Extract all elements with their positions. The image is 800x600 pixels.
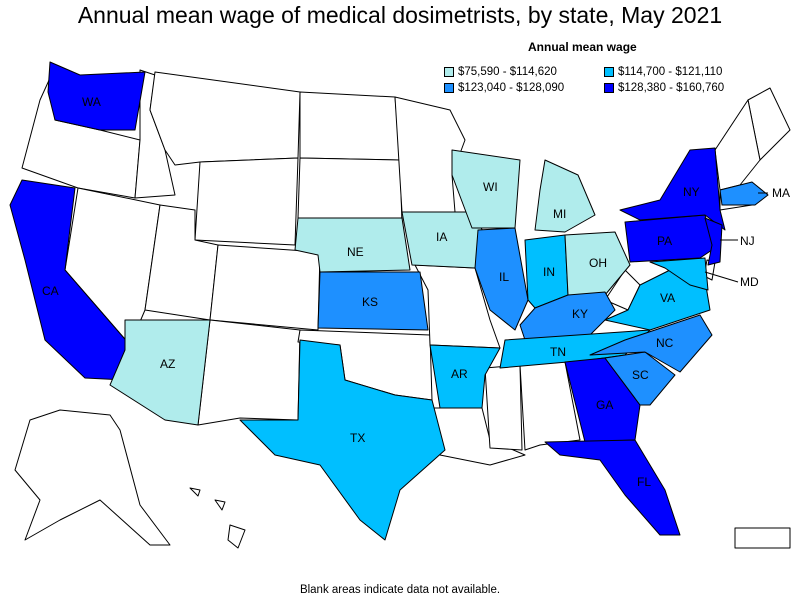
legend-swatch (604, 83, 614, 93)
label-va: VA (660, 291, 675, 305)
legend-label: $123,040 - $128,090 (458, 82, 565, 94)
state-fl[interactable] (544, 439, 681, 536)
state-wy[interactable] (194, 157, 299, 246)
legend-label: $114,700 - $121,110 (618, 66, 723, 78)
label-pa: PA (657, 234, 672, 248)
label-ny: NY (683, 185, 700, 199)
label-nc: NC (656, 336, 674, 350)
state-ar[interactable] (429, 344, 501, 409)
state-mt[interactable] (149, 71, 301, 166)
label-tn: TN (550, 345, 566, 359)
legend-item-tier-4: $128,380 - $160,760 (604, 82, 724, 94)
legend-item-tier-3: $123,040 - $128,090 (444, 82, 564, 94)
state-az[interactable] (109, 319, 211, 426)
state-wi[interactable] (451, 149, 521, 229)
label-ma: MA (772, 186, 790, 200)
state-nc[interactable] (589, 314, 713, 373)
state-il[interactable] (474, 227, 529, 331)
legend-swatch (444, 83, 454, 93)
state-ks[interactable] (317, 271, 429, 331)
state-vt-nh[interactable] (714, 99, 761, 191)
label-mi: MI (553, 207, 566, 221)
state-nm[interactable] (197, 319, 301, 426)
state-hi[interactable] (189, 487, 246, 549)
state-labels: WA CA AZ NE KS TX IA AR WI IL MI IN OH K… (42, 95, 790, 489)
label-ga: GA (596, 398, 613, 412)
state-ny[interactable] (619, 147, 726, 231)
callout-lines (704, 192, 768, 283)
label-wa: WA (82, 95, 101, 109)
state-mi[interactable] (534, 159, 596, 233)
legend-item-tier-2: $114,700 - $121,110 (604, 66, 722, 78)
label-tx: TX (350, 431, 365, 445)
md-callout (704, 271, 739, 283)
state-ma[interactable] (719, 181, 769, 206)
state-nd[interactable] (299, 91, 401, 161)
state-sd[interactable] (297, 157, 403, 226)
legend-title: Annual mean wage (528, 40, 637, 54)
state-co[interactable] (209, 244, 321, 331)
label-wi: WI (483, 180, 498, 194)
label-ca: CA (42, 284, 59, 298)
data-states (9, 61, 769, 541)
state-pr[interactable] (734, 527, 791, 549)
map-title: Annual mean wage of medical dosimetrists… (77, 2, 723, 28)
state-tx[interactable] (239, 339, 446, 541)
label-ky: KY (572, 307, 588, 321)
label-oh: OH (589, 256, 607, 270)
label-md: MD (740, 275, 759, 289)
legend-swatch (604, 67, 614, 77)
footer-note: Blank areas indicate data not available. (299, 584, 501, 596)
state-wa[interactable] (47, 61, 146, 131)
label-ia: IA (436, 230, 447, 244)
label-fl: FL (637, 475, 651, 489)
state-ak[interactable] (14, 409, 171, 546)
legend-item-tier-1: $75,590 - $114,620 (444, 66, 557, 78)
label-sc: SC (632, 368, 649, 382)
label-in: IN (543, 265, 555, 279)
state-oh[interactable] (564, 231, 631, 296)
label-ks: KS (362, 295, 378, 309)
state-ca[interactable] (9, 179, 131, 381)
label-il: IL (499, 270, 509, 284)
state-sc[interactable] (604, 351, 676, 406)
legend-label: $75,590 - $114,620 (458, 66, 557, 78)
label-ar: AR (451, 367, 468, 381)
state-ms[interactable] (484, 364, 523, 451)
label-az: AZ (160, 357, 175, 371)
legend-swatch (444, 67, 454, 77)
state-ga[interactable] (564, 357, 641, 443)
state-nj[interactable] (704, 217, 723, 266)
label-nj: NJ (740, 234, 755, 248)
legend-label: $128,380 - $160,760 (618, 82, 725, 94)
label-ne: NE (347, 245, 364, 259)
